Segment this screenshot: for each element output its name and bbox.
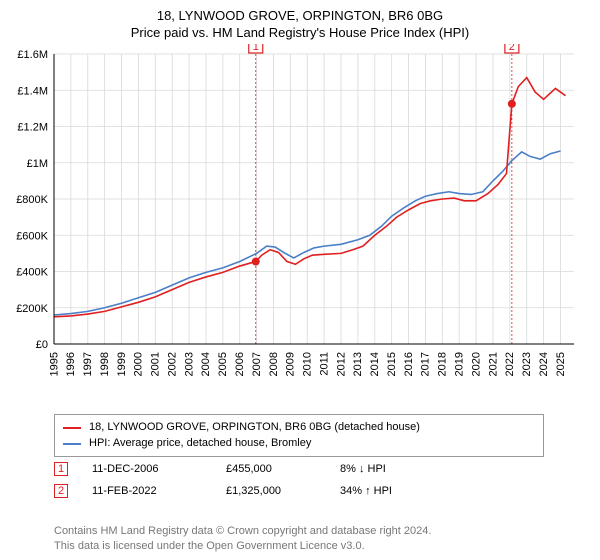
sale-marker-1: 1: [54, 462, 68, 476]
svg-text:1998: 1998: [99, 352, 111, 376]
footer-line2: This data is licensed under the Open Gov…: [54, 539, 431, 554]
chart-svg: £0 £200K £400K £600K £800K £1M £1.2M £1.4M £1.6M…: [0, 44, 600, 404]
sale-marker-2: 2: [54, 484, 68, 498]
svg-text:£1M: £1M: [27, 158, 48, 170]
sales-block: 1 11-DEC-2006 £455,000 8% HPI 2 11-FEB-2…: [54, 462, 554, 506]
svg-text:£800K: £800K: [16, 194, 48, 206]
title-block: 18, LYNWOOD GROVE, ORPINGTON, BR6 0BG Pr…: [0, 0, 600, 44]
legend-item-hpi: HPI: Average price, detached house, Brom…: [63, 436, 535, 452]
svg-text:2016: 2016: [403, 352, 415, 376]
svg-text:2: 2: [509, 44, 515, 53]
svg-text:2020: 2020: [470, 352, 482, 376]
svg-text:2004: 2004: [200, 352, 212, 376]
svg-text:2002: 2002: [166, 352, 178, 376]
svg-text:2000: 2000: [133, 352, 145, 376]
legend-label-hpi: HPI: Average price, detached house, Brom…: [89, 436, 311, 452]
svg-text:1: 1: [253, 44, 259, 53]
svg-text:£400K: £400K: [16, 267, 48, 279]
svg-text:2023: 2023: [521, 352, 533, 376]
svg-text:2015: 2015: [386, 352, 398, 376]
sale-diff-2: 34% HPI: [340, 485, 450, 497]
sale-row-1: 1 11-DEC-2006 £455,000 8% HPI: [54, 462, 554, 476]
svg-text:£1.2M: £1.2M: [17, 122, 48, 134]
svg-text:2017: 2017: [420, 352, 432, 376]
svg-text:2024: 2024: [538, 352, 550, 376]
sale-row-2: 2 11-FEB-2022 £1,325,000 34% HPI: [54, 484, 554, 498]
sale-price-2: £1,325,000: [226, 485, 316, 497]
sale-diff-1: 8% HPI: [340, 463, 450, 475]
svg-text:2021: 2021: [487, 352, 499, 376]
sale-date-2: 11-FEB-2022: [92, 485, 202, 497]
svg-text:2001: 2001: [150, 352, 162, 376]
legend-swatch-property: [63, 427, 81, 429]
svg-text:2025: 2025: [555, 352, 567, 376]
svg-text:2022: 2022: [504, 352, 516, 376]
svg-text:1996: 1996: [65, 352, 77, 376]
svg-text:2014: 2014: [369, 352, 381, 376]
sale-date-1: 11-DEC-2006: [92, 463, 202, 475]
svg-text:2009: 2009: [285, 352, 297, 376]
svg-text:2008: 2008: [268, 352, 280, 376]
svg-text:2011: 2011: [318, 352, 330, 376]
legend: 18, LYNWOOD GROVE, ORPINGTON, BR6 0BG (d…: [54, 414, 544, 457]
footer: Contains HM Land Registry data © Crown c…: [54, 524, 431, 554]
sale-price-1: £455,000: [226, 463, 316, 475]
chart-subtitle: Price paid vs. HM Land Registry's House …: [0, 25, 600, 40]
chart-area: £0 £200K £400K £600K £800K £1M £1.2M £1.4M £1.6M…: [0, 44, 600, 404]
legend-swatch-hpi: [63, 443, 81, 445]
svg-text:2006: 2006: [234, 352, 246, 376]
svg-text:1995: 1995: [48, 352, 60, 376]
svg-text:2007: 2007: [251, 352, 263, 376]
svg-text:2005: 2005: [217, 352, 229, 376]
legend-item-property: 18, LYNWOOD GROVE, ORPINGTON, BR6 0BG (d…: [63, 420, 535, 436]
footer-line1: Contains HM Land Registry data © Crown c…: [54, 524, 431, 539]
svg-text:2013: 2013: [352, 352, 364, 376]
svg-text:£200K: £200K: [16, 303, 48, 315]
svg-text:£600K: £600K: [16, 230, 48, 242]
svg-text:£1.6M: £1.6M: [17, 49, 48, 61]
svg-text:2019: 2019: [453, 352, 465, 376]
svg-text:1997: 1997: [82, 352, 94, 376]
svg-text:2003: 2003: [183, 352, 195, 376]
svg-text:2010: 2010: [302, 352, 314, 376]
chart-title: 18, LYNWOOD GROVE, ORPINGTON, BR6 0BG: [0, 8, 600, 23]
svg-text:£0: £0: [36, 339, 48, 351]
legend-label-property: 18, LYNWOOD GROVE, ORPINGTON, BR6 0BG (d…: [89, 420, 420, 436]
svg-text:2012: 2012: [335, 352, 347, 376]
svg-text:£1.4M: £1.4M: [17, 85, 48, 97]
svg-text:2018: 2018: [437, 352, 449, 376]
svg-text:1999: 1999: [116, 352, 128, 376]
